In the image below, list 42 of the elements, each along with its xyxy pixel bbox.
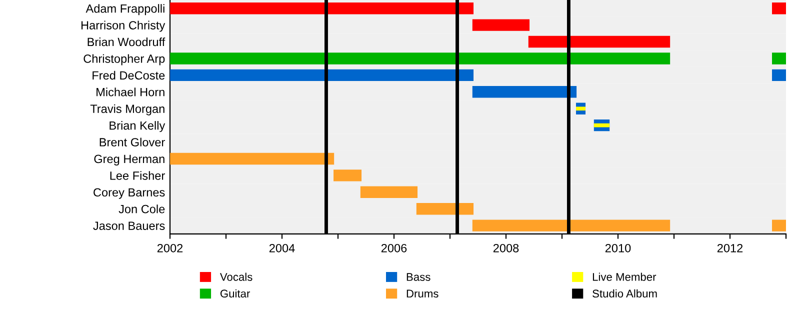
y-tick-label: Christopher Arp [84, 54, 165, 66]
y-tick-label: Jon Cole [118, 204, 165, 214]
bar [772, 69, 786, 82]
bar [772, 220, 786, 232]
y-tick-label: Lee Fisher [110, 171, 165, 180]
bar [170, 152, 334, 165]
x-tick-label: 2006 [381, 244, 407, 252]
y-tick-label: Brian Kelly [110, 121, 166, 132]
x-tick-label: 2004 [269, 244, 295, 252]
y-tick-label: Adam Frappolli [86, 4, 164, 16]
legend-label: Bass [406, 273, 430, 281]
legend-label: Live Member [592, 272, 656, 281]
x-tick-label: 2010 [605, 244, 631, 252]
x-tick-label: 2002 [157, 244, 183, 252]
y-tick-label: Jason Bauers [93, 222, 165, 230]
bar [528, 36, 670, 48]
bar [416, 203, 474, 215]
y-tick-label: Michael Horn [96, 88, 164, 96]
y-tick-label: Fred DeCoste [92, 70, 165, 80]
bar [334, 170, 362, 182]
bar [170, 2, 474, 14]
y-tick-label: Brent Glover [100, 138, 165, 146]
x-tick-label: 2012 [717, 244, 743, 252]
bar [594, 123, 610, 128]
legend-label: Drums [406, 290, 438, 298]
bar [360, 186, 418, 198]
y-tick-label: Corey Barnes [94, 188, 165, 199]
x-tick-label: 2008 [493, 244, 519, 252]
y-tick-label: Brian Woodruff [88, 37, 166, 46]
bar [576, 106, 586, 111]
legend-label: Studio Album [592, 289, 657, 298]
bar [170, 69, 474, 82]
bar [472, 19, 530, 31]
y-tick-label: Greg Herman [94, 154, 164, 166]
y-tick-label: Travis Morgan [90, 104, 164, 116]
bar [772, 52, 786, 64]
bar [472, 220, 670, 232]
y-tick-label: Harrison Christy [81, 20, 166, 32]
legend-label: Vocals [220, 272, 252, 281]
bar [472, 86, 577, 98]
bar [772, 2, 786, 14]
legend-label: Guitar [220, 289, 250, 298]
